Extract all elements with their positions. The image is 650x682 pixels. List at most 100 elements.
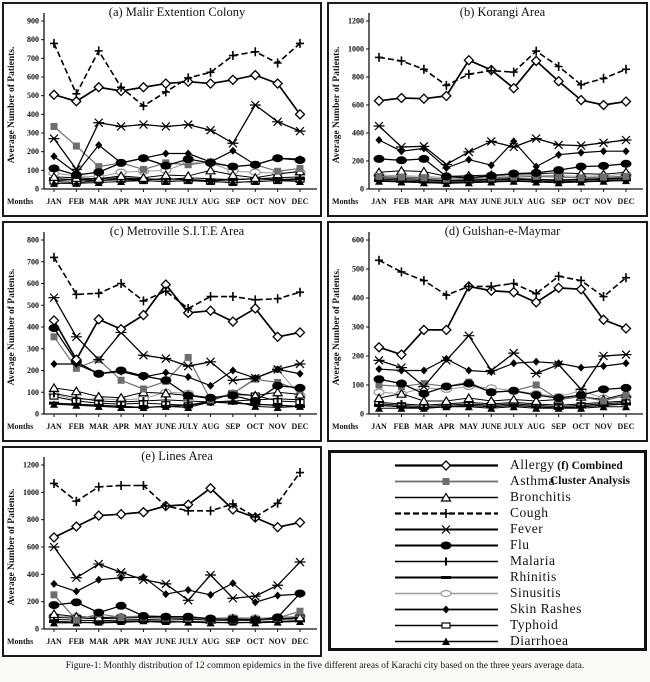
svg-text:JUNE: JUNE	[155, 637, 176, 646]
svg-text:JAN: JAN	[46, 197, 62, 206]
svg-text:(b) Korangi Area: (b) Korangi Area	[460, 5, 546, 19]
chart-a-canvas: 0 100 200 300 400 500 600 700 800 900 JAN FEB MAR APR…	[7, 5, 317, 206]
svg-text:200: 200	[27, 366, 39, 375]
legend-label-flu: Flu	[510, 537, 530, 552]
svg-text:MAY: MAY	[134, 637, 153, 646]
svg-text:100: 100	[27, 388, 39, 397]
svg-text:200: 200	[27, 147, 39, 156]
svg-text:300: 300	[27, 129, 39, 138]
legend-label-fever: Fever	[510, 521, 544, 536]
svg-text:AUG: AUG	[527, 422, 545, 431]
svg-text:APR: APR	[113, 422, 130, 431]
svg-text:800: 800	[352, 73, 364, 82]
svg-text:Average Number of Patients.: Average Number of Patients.	[7, 489, 17, 606]
svg-text:Months: Months	[332, 422, 358, 431]
legend-item-malaria: Malaria	[389, 553, 582, 569]
svg-text:600: 600	[352, 236, 364, 245]
legend-label-skin-rashes: Skin Rashes	[510, 601, 582, 616]
legend-label-allergy: Allergy	[510, 457, 555, 472]
allergy-marker-icon	[395, 460, 498, 471]
legend-item-cough: Cough	[389, 505, 582, 521]
svg-text:900: 900	[27, 17, 39, 26]
svg-text:APR: APR	[438, 422, 455, 431]
legend-item-bronchitis: Bronchitis	[389, 489, 582, 505]
svg-text:400: 400	[27, 570, 39, 579]
svg-text:JULY: JULY	[504, 197, 524, 206]
flu-marker-icon	[395, 541, 498, 550]
svg-text:MAR: MAR	[414, 197, 433, 206]
legend-label-bronchitis: Bronchitis	[510, 489, 572, 504]
malaria-marker-icon	[395, 557, 498, 566]
svg-text:1000: 1000	[348, 45, 364, 54]
legend-item-fever: Fever	[389, 521, 582, 537]
svg-text:NOV: NOV	[269, 422, 287, 431]
svg-text:600: 600	[27, 279, 39, 288]
chart-e-canvas: 0 200 400 600 800 1000 1200 JAN FEB MAR APR MAY JUNE…	[7, 449, 317, 646]
svg-text:300: 300	[27, 344, 39, 353]
svg-text:NOV: NOV	[269, 197, 287, 206]
sinusitis-marker-icon	[395, 589, 498, 598]
svg-text:400: 400	[352, 129, 364, 138]
svg-text:DEC: DEC	[618, 197, 635, 206]
svg-text:DEC: DEC	[618, 422, 635, 431]
svg-text:JUNE: JUNE	[155, 422, 176, 431]
panel-metroville-site-area: 0 100 200 300 400 500 600 700 800 JAN FEB MAR APR MAY…	[2, 221, 322, 442]
svg-text:MAY: MAY	[460, 197, 479, 206]
svg-text:1000: 1000	[23, 488, 39, 497]
svg-text:MAY: MAY	[134, 422, 153, 431]
svg-text:1200: 1200	[23, 461, 39, 470]
svg-text:MAR: MAR	[89, 637, 108, 646]
chart-c-canvas: 0 100 200 300 400 500 600 700 800 JAN FEB MAR APR MAY…	[7, 224, 317, 431]
svg-text:JULY: JULY	[178, 197, 198, 206]
svg-text:700: 700	[27, 257, 39, 266]
svg-text:1200: 1200	[348, 17, 364, 26]
svg-text:DEC: DEC	[292, 422, 309, 431]
svg-text:0: 0	[360, 185, 364, 194]
svg-text:JUNE: JUNE	[481, 197, 502, 206]
svg-text:600: 600	[27, 543, 39, 552]
svg-text:Months: Months	[7, 422, 33, 431]
svg-text:MAY: MAY	[134, 197, 153, 206]
legend-label-malaria: Malaria	[510, 553, 556, 568]
svg-text:DEC: DEC	[292, 197, 309, 206]
svg-text:OCT: OCT	[247, 197, 265, 206]
svg-text:NOV: NOV	[269, 637, 287, 646]
svg-text:0: 0	[35, 625, 39, 634]
svg-text:JUNE: JUNE	[481, 422, 502, 431]
svg-text:JUNE: JUNE	[155, 197, 176, 206]
svg-text:(e) Lines Area: (e) Lines Area	[141, 449, 213, 463]
cough-marker-icon	[395, 509, 498, 518]
svg-text:JULY: JULY	[178, 637, 198, 646]
svg-text:JAN: JAN	[46, 637, 62, 646]
svg-text:AUG: AUG	[202, 422, 220, 431]
svg-text:SEP: SEP	[226, 422, 241, 431]
svg-text:300: 300	[352, 323, 364, 332]
svg-text:JAN: JAN	[46, 422, 62, 431]
svg-text:(d) Gulshan-e-Maymar: (d) Gulshan-e-Maymar	[445, 224, 561, 238]
legend-label-typhoid: Typhoid	[510, 617, 559, 632]
svg-text:JAN: JAN	[371, 422, 387, 431]
svg-text:0: 0	[35, 410, 39, 419]
svg-text:DEC: DEC	[292, 637, 309, 646]
legend-item-rhinitis: Rhinitis	[389, 569, 582, 585]
svg-text:600: 600	[352, 101, 364, 110]
svg-text:MAR: MAR	[414, 422, 433, 431]
svg-text:OCT: OCT	[247, 637, 265, 646]
legend-label-cough: Cough	[510, 505, 549, 520]
svg-text:Average Number of Patients.: Average Number of Patients.	[7, 269, 17, 386]
svg-text:OCT: OCT	[247, 422, 265, 431]
svg-text:600: 600	[27, 73, 39, 82]
legend-item-allergy: Allergy	[389, 457, 582, 473]
svg-text:MAY: MAY	[460, 422, 479, 431]
typhoid-marker-icon	[395, 622, 498, 629]
legend-item-typhoid: Typhoid	[389, 617, 582, 633]
svg-text:NOV: NOV	[595, 422, 613, 431]
svg-text:AUG: AUG	[527, 197, 545, 206]
bronchitis-marker-icon	[395, 492, 498, 502]
chart-b-canvas: 0 200 400 600 800 1000 1200 JAN FEB MAR APR MAY JUNE…	[332, 5, 643, 206]
svg-text:500: 500	[27, 301, 39, 310]
legend-label-rhinitis: Rhinitis	[510, 569, 557, 584]
svg-text:100: 100	[352, 381, 364, 390]
svg-text:800: 800	[27, 515, 39, 524]
svg-text:JULY: JULY	[178, 422, 198, 431]
